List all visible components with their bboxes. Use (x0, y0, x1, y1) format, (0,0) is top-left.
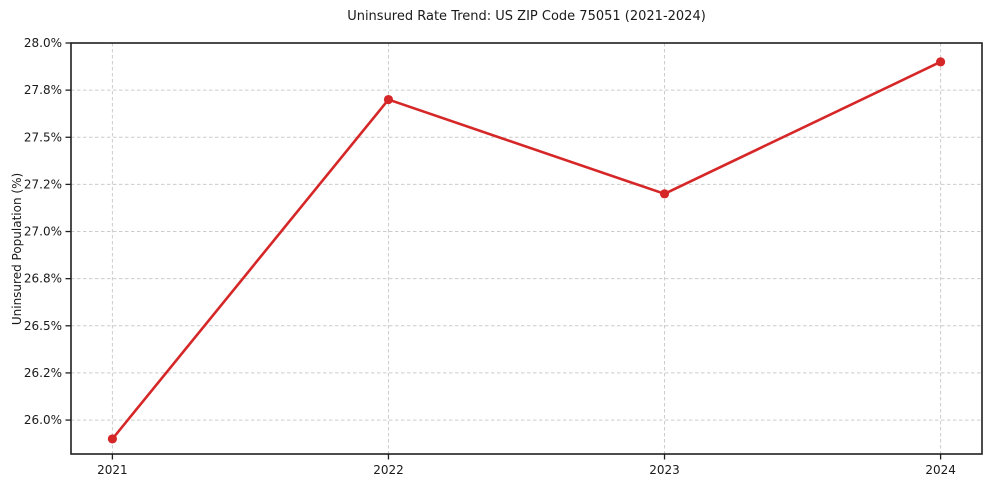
x-tick-label: 2024 (925, 463, 956, 477)
trend-line (111, 60, 942, 441)
x-tick-label: 2022 (373, 463, 404, 477)
x-tick-label: 2023 (649, 463, 680, 477)
data-point-2022 (383, 94, 394, 105)
data-point-2021 (107, 434, 118, 444)
y-tick-label: 26.2% (24, 366, 62, 380)
y-tick-label: 27.2% (24, 177, 62, 191)
y-tick-label: 28.0% (24, 36, 62, 50)
y-tick-label: 26.0% (24, 413, 62, 427)
axes-spines (70, 42, 983, 455)
chart-title: Uninsured Rate Trend: US ZIP Code 75051 … (347, 9, 706, 24)
data-point-2023 (659, 189, 670, 199)
y-tick-label: 26.5% (24, 319, 62, 333)
x-tick-label: 2021 (97, 463, 128, 477)
y-tick-label: 27.8% (24, 83, 62, 97)
y-tick-label: 27.0% (24, 225, 62, 239)
y-tick-label: 26.8% (24, 272, 62, 286)
y-tick-label: 27.5% (24, 130, 62, 144)
data-point-2024 (935, 57, 946, 67)
